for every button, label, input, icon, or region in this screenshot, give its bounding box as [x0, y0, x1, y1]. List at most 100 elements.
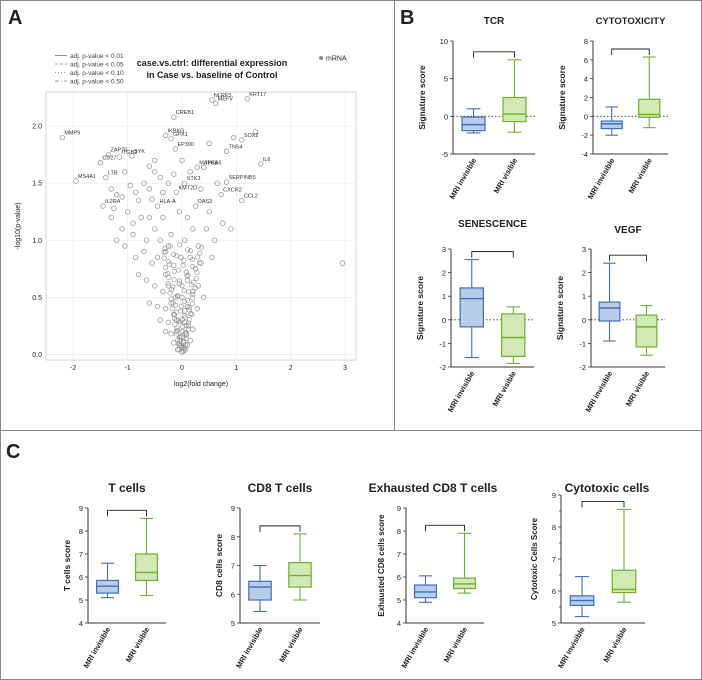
volcano-point [198, 260, 204, 266]
volcano-x-tick-label: 1 [234, 365, 238, 372]
volcano-point [184, 273, 190, 279]
volcano-point [196, 260, 202, 266]
volcano-x-tick-label: 3 [343, 365, 347, 372]
volcano-gene-label: GPX1 [173, 132, 188, 138]
volcano-point [168, 300, 174, 306]
volcano-gene-label: KMT2D [179, 185, 198, 191]
volcano-point [180, 262, 186, 268]
boxplot-box [598, 301, 621, 322]
volcano-y-tick-label: 0.0 [32, 352, 42, 359]
volcano-point [165, 243, 172, 249]
volcano-point [179, 283, 185, 289]
volcano-point [194, 164, 200, 170]
boxplot-y-tick-label: 9 [231, 504, 235, 513]
volcano-gene-label: IKBKG [168, 128, 185, 134]
volcano-point [59, 134, 65, 141]
volcano-gene-label: LTB [108, 171, 118, 177]
boxplot-y-tick-label: 6 [552, 587, 556, 596]
volcano-point [169, 286, 175, 292]
volcano-point [177, 335, 183, 341]
volcano-gene-label: KRT17 [249, 92, 266, 98]
volcano-point [184, 214, 191, 221]
boxplot-category-label: MRI visible [277, 626, 304, 664]
boxplot-y-tick-label: 3 [582, 245, 586, 254]
volcano-point [174, 325, 180, 331]
volcano-point [178, 333, 184, 339]
boxplot-y-tick-label: 9 [552, 491, 556, 500]
boxplot-y-axis-label: Signature score [557, 65, 567, 130]
boxplot-box [248, 580, 272, 601]
boxplot-y-tick-label: 6 [231, 590, 235, 599]
boxplot-significance-bracket [611, 48, 650, 56]
volcano-point [182, 237, 188, 243]
volcano-point [100, 203, 106, 209]
volcano-point [141, 180, 147, 186]
volcano-point [179, 329, 185, 335]
volcano-x-tick-label: -2 [70, 365, 76, 372]
boxplot-title: VEGF [614, 225, 641, 236]
boxplot-y-tick-label: 5 [231, 619, 235, 628]
boxplot-y-tick-label: 7 [231, 562, 235, 571]
volcano-x-tick-label: -1 [124, 365, 130, 372]
volcano-point [181, 288, 187, 294]
boxplot-category-label: MRI visible [624, 370, 651, 408]
boxplot-title: SENESCENCE [458, 219, 527, 230]
volcano-point [162, 328, 169, 335]
volcano-point [168, 231, 174, 238]
boxplot-title: TCR [484, 16, 505, 27]
volcano-y-tick-label: 0.5 [32, 295, 42, 302]
volcano-point [165, 283, 172, 289]
volcano-point [181, 298, 187, 304]
volcano-point [108, 186, 114, 192]
volcano-point [183, 314, 189, 320]
volcano-point [166, 259, 172, 265]
boxplot-y-tick-label: -1 [439, 339, 446, 348]
volcano-point [127, 182, 133, 189]
volcano-point [209, 97, 215, 103]
volcano-point [187, 248, 193, 254]
volcano-point [189, 301, 195, 307]
volcano-point [223, 179, 230, 185]
volcano-gene-label: OAS3 [198, 199, 213, 205]
boxplot-y-axis-label: T cells score [62, 539, 72, 591]
volcano-point [162, 306, 169, 312]
boxplot-category-label: MRI visible [492, 157, 519, 195]
boxplot-cytotoxicity: CYTOTOXICITY -4 -2 0 2 4 6 8 Signature score MRI … [557, 16, 668, 201]
volcano-point [177, 319, 183, 325]
volcano-point [169, 306, 175, 312]
volcano-point [171, 277, 177, 283]
boxplot-significance-bracket [609, 254, 647, 262]
volcano-gene-label: HLA-A [159, 199, 176, 205]
volcano-point [173, 328, 180, 335]
volcano-point [124, 209, 131, 215]
volcano-point [103, 174, 109, 181]
boxplot-significance-bracket [471, 251, 514, 258]
volcano-point [339, 260, 346, 266]
volcano-point [184, 342, 191, 348]
volcano-point [190, 279, 196, 285]
boxplot-y-tick-label: 4 [397, 619, 401, 628]
volcano-point [171, 315, 177, 321]
volcano-gene-label: MAPK8 [199, 160, 218, 166]
boxplot-y-tick-label: 6 [79, 573, 83, 582]
boxplot-significance-bracket [473, 51, 515, 58]
boxplot-category-label: MRI invisible [586, 157, 617, 201]
boxplot-y-tick-label: 0 [582, 316, 586, 325]
volcano-point [116, 154, 123, 160]
boxplot-exhausted-cd8-t-cells: Exhausted CD8 T cells 4 5 6 7 8 9 Exhausted CD8… [369, 481, 498, 670]
boxplot-y-tick-label: 6 [397, 573, 401, 582]
volcano-gene-label: ZAP70 [111, 148, 128, 154]
volcano-gene-label: SERPINB5 [229, 175, 256, 181]
volcano-gene-label: CCL2 [244, 193, 258, 199]
volcano-point [185, 320, 191, 326]
volcano-legend-text: adj. p-value < 0.05 [70, 62, 124, 69]
boxplot-y-axis-label: CD8 cells score [214, 534, 224, 598]
volcano-point [171, 252, 177, 258]
volcano-point [173, 189, 180, 196]
volcano-point [114, 237, 120, 243]
volcano-point [168, 136, 174, 142]
volcano-point [174, 253, 180, 259]
volcano-point [175, 267, 181, 273]
volcano-point [161, 249, 167, 255]
boxplot-cytotoxic-cells: Cytotoxic cells 5 6 7 8 9 Cytotoxic Cells Scor… [530, 481, 650, 670]
